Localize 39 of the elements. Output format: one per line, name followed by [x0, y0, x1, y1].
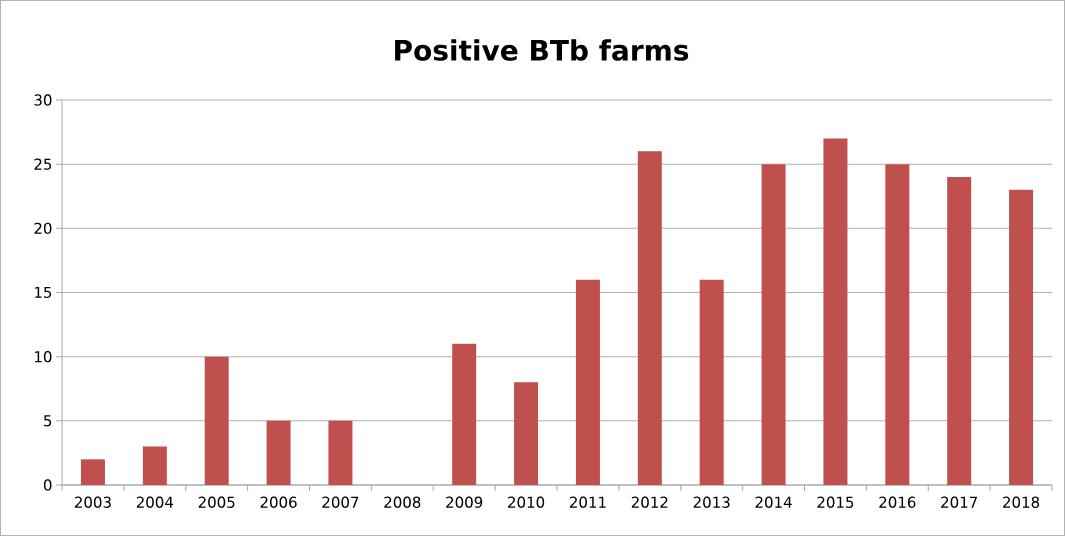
- bar: [637, 151, 662, 485]
- x-tick-label: 2009: [446, 496, 483, 508]
- y-tick-label: 30: [34, 94, 52, 106]
- bar: [328, 420, 353, 485]
- y-tick-label: 15: [35, 286, 52, 299]
- y-tick-label: 10: [35, 350, 52, 363]
- x-tick-label: 2006: [260, 496, 297, 508]
- y-tick-label: 25: [34, 158, 52, 170]
- bar: [699, 279, 724, 485]
- x-tick-label: 2004: [136, 496, 174, 508]
- bar: [266, 420, 291, 485]
- x-tick-label: 2014: [755, 496, 792, 508]
- bar: [452, 343, 477, 485]
- x-tick-label: 2012: [631, 496, 668, 508]
- x-tick-label: 2013: [693, 496, 730, 508]
- x-tick-label: 2010: [508, 496, 545, 508]
- x-tick-label: 2015: [817, 496, 854, 508]
- bar: [761, 164, 786, 485]
- x-tick-label: 2018: [1003, 496, 1040, 508]
- chart-title: Positive BTb farms: [395, 39, 689, 61]
- x-tick-label: 2017: [941, 496, 977, 508]
- bar: [947, 177, 972, 485]
- bar: [80, 459, 105, 485]
- y-tick-label: 20: [34, 222, 52, 235]
- bar: [823, 138, 848, 485]
- bar: [142, 446, 167, 485]
- y-tick-label: 5: [44, 415, 52, 427]
- x-tick-label: 2007: [322, 496, 359, 508]
- bar: [1009, 189, 1034, 485]
- y-tick-label: 0: [43, 479, 52, 491]
- bar: [575, 279, 600, 485]
- x-tick-label: 2008: [384, 496, 421, 508]
- x-tick-label: 2011: [569, 496, 606, 508]
- bar: [514, 382, 539, 485]
- bar: [885, 164, 910, 485]
- x-tick-label: 2003: [74, 496, 111, 508]
- bar: [204, 356, 229, 485]
- x-tick-label: 2005: [198, 496, 235, 508]
- x-tick-label: 2016: [879, 496, 916, 508]
